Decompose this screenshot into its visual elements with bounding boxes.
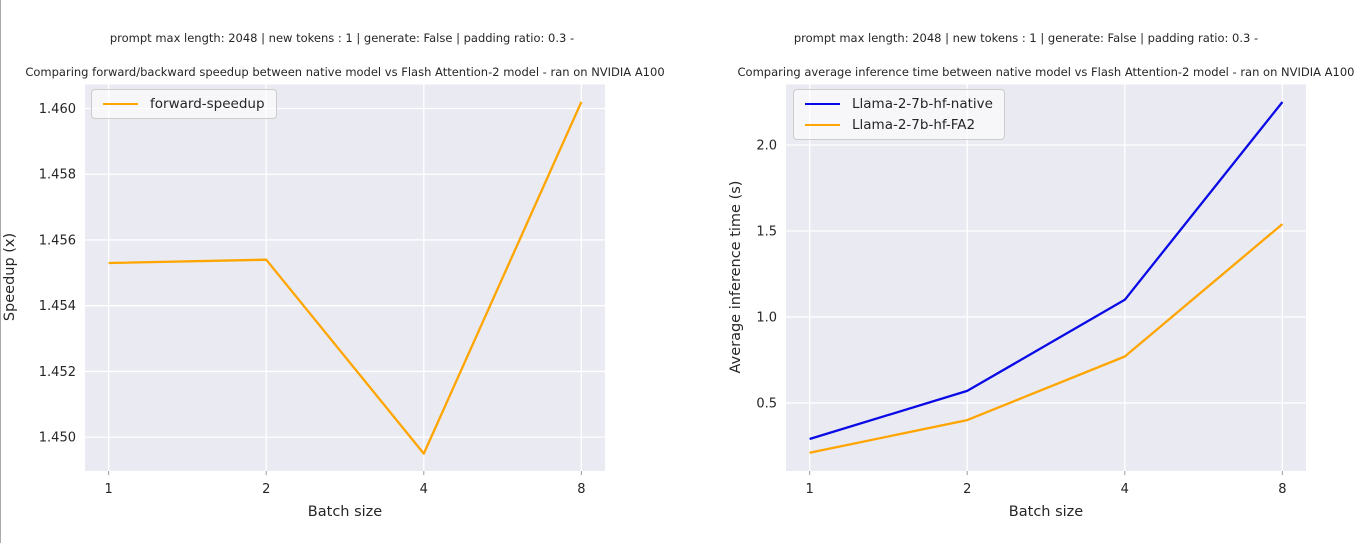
speedup-chart: prompt max length: 2048 | new tokens : 1… [2, 31, 665, 520]
legend-label: Llama-2-7b-hf-native [852, 96, 993, 112]
svg-text:4: 4 [420, 482, 428, 497]
inference-time-chart: prompt max length: 2048 | new tokens : 1… [684, 0, 1368, 551]
speedup-x-axis-label: Batch size [307, 504, 383, 520]
svg-text:1.450: 1.450 [39, 431, 76, 446]
legend-label: Llama-2-7b-hf-FA2 [852, 117, 976, 133]
inference-plot-area: 0.5 1.0 1.5 2.0 1 2 4 8 [756, 84, 1306, 497]
inference-legend: Llama-2-7b-hf-native Llama-2-7b-hf-FA2 [793, 89, 1005, 140]
legend-entry-fa2: Llama-2-7b-hf-FA2 [805, 117, 993, 133]
forward-speedup-line-icon [103, 103, 138, 105]
speedup-legend: forward-speedup [91, 89, 277, 119]
native-line-icon [805, 103, 840, 105]
legend-label: forward-speedup [150, 96, 265, 112]
svg-text:4: 4 [1121, 482, 1129, 497]
legend-entry-forward-speedup: forward-speedup [103, 96, 265, 112]
svg-text:1.0: 1.0 [756, 310, 777, 325]
svg-text:2: 2 [963, 482, 971, 497]
svg-text:1.452: 1.452 [39, 365, 76, 380]
svg-text:1: 1 [104, 482, 112, 497]
svg-text:1.456: 1.456 [39, 233, 76, 248]
svg-text:2: 2 [262, 482, 270, 497]
window-left-border [0, 0, 1, 543]
svg-text:1.454: 1.454 [39, 299, 76, 314]
svg-text:1.5: 1.5 [756, 224, 777, 239]
svg-text:1.458: 1.458 [39, 168, 76, 183]
inference-title: Comparing average inference time between… [737, 65, 1355, 79]
speedup-title: Comparing forward/backward speedup betwe… [25, 65, 665, 79]
fa2-line-icon [805, 124, 840, 126]
svg-text:8: 8 [577, 482, 585, 497]
svg-text:0.5: 0.5 [756, 396, 777, 411]
legend-entry-native: Llama-2-7b-hf-native [805, 96, 993, 112]
svg-text:1.460: 1.460 [39, 102, 76, 117]
svg-text:8: 8 [1278, 482, 1286, 497]
svg-text:2.0: 2.0 [756, 139, 777, 154]
svg-text:1: 1 [805, 482, 813, 497]
inference-suptitle: prompt max length: 2048 | new tokens : 1… [793, 31, 1259, 45]
speedup-suptitle: prompt max length: 2048 | new tokens : 1… [109, 31, 575, 45]
speedup-plot-area: 1.450 1.452 1.454 1.456 1.458 1.460 1 2 4 8 [39, 84, 605, 497]
inference-x-axis-label: Batch size [1008, 504, 1084, 520]
